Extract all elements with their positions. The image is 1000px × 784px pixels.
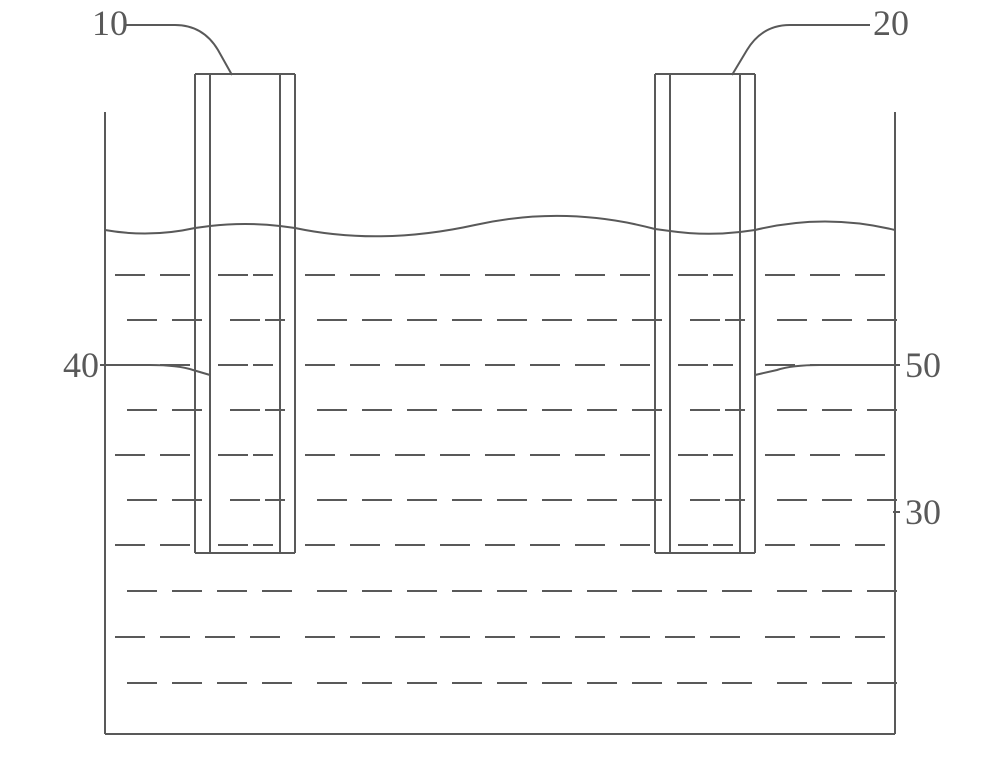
svg-text:50: 50: [905, 345, 941, 385]
svg-text:10: 10: [92, 3, 128, 43]
svg-text:40: 40: [63, 345, 99, 385]
svg-text:30: 30: [905, 492, 941, 532]
svg-text:20: 20: [873, 3, 909, 43]
